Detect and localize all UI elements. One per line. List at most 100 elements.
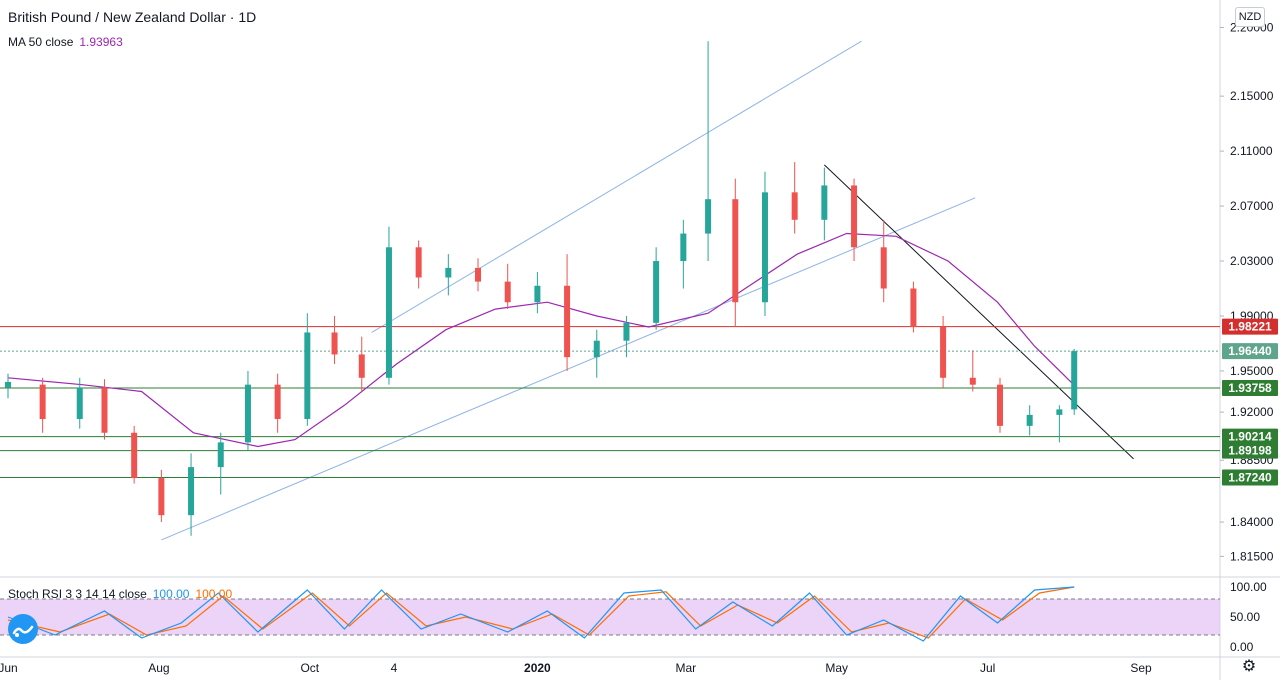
candle-body-10 (304, 332, 311, 420)
stoch-legend-label: Stoch RSI 3 3 14 14 close (8, 587, 147, 601)
price-tick-label-4: 2.03000 (1230, 254, 1274, 268)
stoch-d-value: 100.00 (195, 587, 233, 601)
price-tick-label-7: 1.92000 (1230, 405, 1274, 419)
candle-8 (244, 370, 251, 451)
tradingview-logo-icon[interactable] (8, 614, 38, 644)
candle-10 (304, 313, 311, 426)
time-tick-label-6: May (825, 661, 848, 675)
ma-legend: MA 50 close 1.93963 (8, 35, 123, 49)
candle-17 (504, 263, 511, 310)
price-tick-label-1: 2.15000 (1230, 89, 1274, 103)
candle-27 (791, 162, 798, 234)
candle-35 (1026, 405, 1033, 436)
level-label-1: 1.96440 (1228, 344, 1272, 358)
stoch-k-line (7, 586, 1075, 642)
candle-body-32 (940, 326, 947, 378)
candle-body-26 (761, 192, 768, 303)
stoch-legend: Stoch RSI 3 3 14 14 close 100.00 100.00 (8, 587, 232, 601)
candle-body-19 (564, 285, 571, 358)
candle-body-16 (475, 267, 482, 282)
candle-33 (969, 350, 976, 392)
candle-body-14 (415, 247, 422, 278)
candle-body-18 (534, 285, 541, 303)
stoch-tick-label-0: 100.00 (1230, 580, 1267, 594)
trendline-trend-2 (824, 164, 1134, 460)
candle-body-31 (910, 288, 917, 327)
candle-body-36 (1056, 409, 1063, 415)
trendline-layer (161, 40, 1134, 541)
stoch-d-line (7, 586, 1075, 639)
candle-13 (385, 226, 392, 385)
trendline-channel-0 (371, 40, 862, 333)
candle-23 (680, 219, 687, 289)
level-tag-5 (1222, 469, 1278, 486)
price-tick-label-2: 2.11000 (1230, 144, 1273, 158)
candle-body-1 (39, 384, 46, 420)
candle-body-21 (623, 322, 630, 341)
candle-12 (358, 336, 365, 392)
candle-body-17 (504, 281, 511, 303)
level-layer (0, 326, 1220, 479)
candle-body-3 (101, 387, 108, 433)
candle-37 (1071, 348, 1078, 415)
candle-body-35 (1026, 414, 1033, 426)
candle-body-15 (445, 267, 452, 278)
candle-25 (732, 178, 739, 327)
level-label-0: 1.98221 (1228, 320, 1272, 334)
time-tick-label-7: Jul (980, 661, 995, 675)
candle-11 (331, 315, 338, 365)
candle-7 (217, 432, 224, 495)
candle-24 (705, 41, 712, 262)
candle-body-9 (274, 384, 281, 420)
candle-29 (851, 178, 858, 262)
ma50-line (7, 232, 1075, 448)
candle-18 (534, 272, 541, 314)
logo-glyph-icon (12, 625, 34, 637)
candle-body-23 (680, 233, 687, 262)
candle-0 (5, 373, 11, 399)
candle-body-25 (732, 199, 739, 303)
time-tick-label-4: 2020 (524, 661, 551, 675)
candle-4 (131, 425, 138, 484)
candle-body-29 (851, 185, 858, 248)
level-label-5: 1.87240 (1228, 471, 1272, 485)
candle-30 (880, 219, 887, 303)
candle-body-2 (76, 387, 83, 420)
ma-layer (7, 232, 1075, 448)
candle-body-5 (158, 478, 165, 516)
chart-title: British Pound / New Zealand Dollar · 1D (8, 9, 257, 25)
time-tick-label-8: Sep (1130, 661, 1152, 675)
stoch-band (0, 599, 1220, 635)
price-tick-label-10: 1.81500 (1230, 549, 1274, 563)
candle-20 (593, 329, 600, 378)
stoch-band-layer (0, 598, 1220, 636)
candle-body-8 (244, 384, 251, 443)
candle-body-7 (217, 442, 224, 468)
candle-16 (475, 258, 482, 292)
candle-body-28 (821, 185, 828, 220)
level-tag-0 (1222, 318, 1278, 335)
candle-14 (415, 240, 422, 289)
time-tick-label-3: 4 (391, 661, 398, 675)
candle-21 (623, 315, 630, 358)
price-tick-label-6: 1.95000 (1230, 364, 1274, 378)
candle-2 (76, 377, 83, 429)
gear-icon[interactable]: ⚙ (1241, 658, 1257, 675)
level-label-2: 1.93758 (1228, 381, 1272, 395)
candle-1 (39, 377, 46, 433)
axis-layer: 2.200002.150002.110002.070002.030001.990… (0, 20, 1274, 675)
price-tick-label-9: 1.84000 (1230, 515, 1274, 529)
candle-body-4 (131, 432, 138, 479)
candle-36 (1056, 405, 1063, 443)
ma-legend-label: MA 50 close (8, 35, 74, 49)
candle-22 (653, 247, 660, 330)
candle-26 (761, 171, 768, 316)
candle-5 (158, 469, 165, 523)
currency-button[interactable]: NZD (1235, 7, 1265, 27)
time-tick-label-1: Aug (148, 661, 169, 675)
candle-9 (274, 373, 281, 433)
